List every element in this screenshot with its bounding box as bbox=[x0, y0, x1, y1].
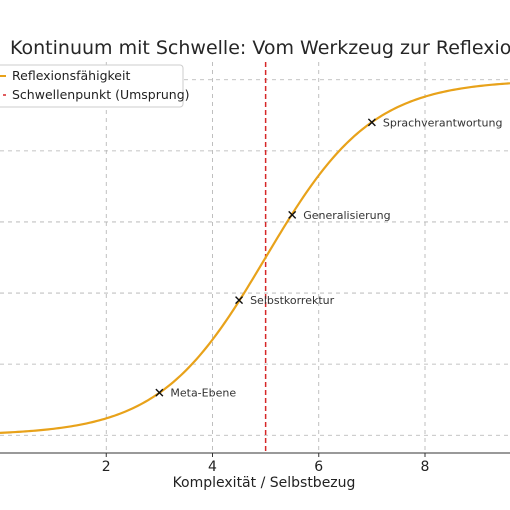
point-generalisierung bbox=[288, 210, 297, 219]
series-line-reflexionsfaehigkeit bbox=[0, 82, 510, 434]
series-layer bbox=[0, 82, 510, 434]
point-label-selbstkorrektur: Selbstkorrektur bbox=[250, 294, 335, 307]
legend: Reflexionsfähigkeit Schwellenpunkt (Umsp… bbox=[0, 64, 190, 108]
grid bbox=[0, 62, 510, 453]
point-selbstkorrektur bbox=[235, 296, 244, 305]
legend-label-schwellenpunkt: Schwellenpunkt (Umsprung) bbox=[12, 87, 190, 102]
point-sprachverantwortung bbox=[367, 118, 376, 127]
annotation-points: Meta-Ebene Selbstkorrektur Generalisierung… bbox=[155, 116, 503, 400]
x-tick-label-0: 2 bbox=[102, 459, 111, 475]
point-label-generalisierung: Generalisierung bbox=[303, 209, 390, 222]
point-label-sprachverantwortung: Sprachverantwortung bbox=[383, 116, 503, 129]
point-meta-ebene bbox=[155, 388, 164, 397]
legend-label-reflexionsfaehigkeit: Reflexionsfähigkeit bbox=[12, 68, 130, 83]
point-label-meta-ebene: Meta-Ebene bbox=[170, 387, 236, 400]
x-tick-label-3: 8 bbox=[421, 459, 430, 475]
x-tick-label-2: 6 bbox=[314, 459, 323, 475]
x-axis-label: Komplexität / Selbstbezug bbox=[173, 475, 356, 491]
chart-title: Kontinuum mit Schwelle: Vom Werkzeug zur… bbox=[10, 37, 510, 59]
x-tick-label-1: 4 bbox=[208, 459, 217, 475]
x-axis: 2 4 6 8 bbox=[0, 452, 510, 475]
legend-box bbox=[0, 64, 184, 108]
